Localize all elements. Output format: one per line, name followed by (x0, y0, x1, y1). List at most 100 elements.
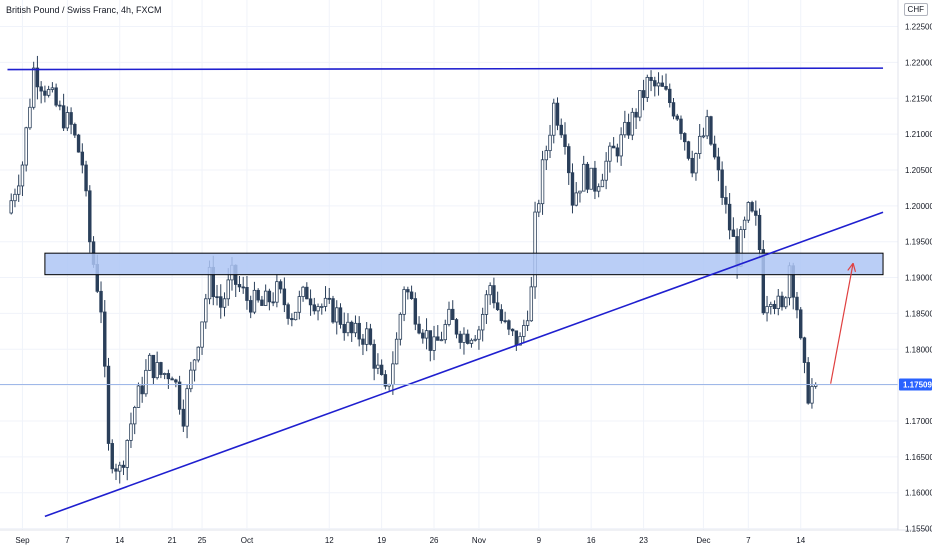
candle-body (473, 338, 477, 341)
candle-body (189, 369, 193, 390)
candle-body (421, 332, 425, 339)
candle-body (391, 363, 395, 385)
price-tick-label: 1.20500 (905, 166, 932, 175)
candle-body (522, 325, 526, 337)
candle-body (88, 190, 92, 243)
annotations (0, 67, 898, 518)
arrow-head-icon (847, 262, 854, 271)
candle-body (417, 323, 421, 334)
candle-body (784, 297, 788, 308)
candle-body (525, 320, 530, 326)
candle-body (241, 286, 245, 289)
candle-body (656, 82, 661, 87)
candle-body (529, 286, 534, 322)
candle-body (200, 321, 204, 348)
candle-body (608, 145, 612, 162)
candle-body (372, 343, 376, 369)
time-tick-label: 16 (587, 536, 596, 545)
candle-body (563, 134, 567, 147)
candle-body (192, 359, 197, 371)
currency-unit-label: CHF (907, 5, 924, 14)
candle-body (540, 159, 545, 205)
candle-body (323, 297, 328, 307)
candle-body (327, 297, 331, 300)
candle-body (215, 296, 219, 299)
time-tick-label: Dec (696, 536, 710, 545)
time-axis[interactable]: Sep 7 14 21 25 Oct 12 19 26 Nov 9 16 23 Dec 7 14 (15, 536, 805, 545)
candle-body (335, 307, 339, 323)
candle-body (368, 328, 373, 345)
candle-body (185, 388, 189, 427)
price-tick-label: 1.17000 (905, 417, 932, 426)
candle-body (645, 76, 650, 98)
candle-body (406, 289, 410, 293)
candle-body (567, 146, 571, 174)
candle-body (439, 339, 444, 342)
candle-body (129, 423, 133, 441)
time-tick-label: 26 (430, 536, 439, 545)
candle-body (548, 134, 552, 152)
candle-body (480, 314, 485, 331)
candle-body (290, 318, 294, 321)
candle-body (484, 294, 489, 315)
price-axis[interactable]: 1.22500 1.22000 1.21500 1.21000 1.20500 1.200… (899, 23, 932, 534)
candle-body (742, 219, 747, 230)
time-tick-label: 7 (746, 536, 751, 545)
candle-body (46, 89, 51, 96)
candle-body (61, 105, 66, 129)
candle-body (181, 408, 186, 427)
candle-body (641, 90, 646, 98)
candle-body (118, 464, 122, 472)
candle-body (31, 67, 36, 108)
candle-body (518, 336, 522, 346)
arrow-up-icon (830, 263, 854, 384)
candle-body (514, 330, 519, 346)
time-tick-label: 14 (796, 536, 805, 545)
candle-body (765, 306, 769, 314)
candle-body (364, 328, 369, 345)
time-tick-label: 25 (198, 536, 207, 545)
candle-body (559, 124, 563, 136)
candle-body (492, 285, 496, 304)
candle-body (462, 333, 466, 343)
candle-body (271, 301, 275, 304)
candle-body (443, 324, 447, 341)
candle-body (293, 311, 298, 321)
candle-body (256, 289, 260, 301)
time-tick-label: 14 (115, 536, 124, 545)
ascending-trendline (44, 211, 884, 518)
candle-body (43, 90, 47, 96)
candle-body (136, 385, 141, 408)
candle-body (810, 386, 814, 404)
candle-body (346, 321, 350, 334)
candle-body (761, 249, 766, 314)
candle-body (99, 290, 103, 313)
candle-body (780, 295, 784, 308)
candle-body (267, 290, 272, 303)
candle-body (544, 150, 548, 161)
candle-body (503, 320, 507, 323)
chart-title: British Pound / Swiss Franc, 4h, FXCM (6, 5, 162, 15)
currency-unit-button[interactable]: CHF (903, 3, 928, 16)
price-tick-label: 1.15500 (905, 525, 932, 534)
candle-body (402, 289, 406, 315)
candle-body (114, 468, 118, 472)
candle-body (65, 112, 70, 129)
candle-body (776, 295, 780, 310)
candle-body (795, 296, 799, 311)
candle-body (76, 134, 81, 153)
candle-body (260, 299, 264, 306)
candle-body (772, 303, 777, 310)
candle-body (593, 167, 597, 192)
candle-body (245, 286, 249, 301)
candle-body (312, 304, 317, 312)
price-tick-label: 1.19500 (905, 238, 932, 247)
candle-body (533, 211, 537, 288)
candle-body (409, 291, 414, 300)
candle-body (578, 190, 582, 194)
candle-body (121, 464, 126, 468)
candle-body (13, 193, 17, 202)
time-tick-label: 9 (537, 536, 542, 545)
candle-body (305, 286, 309, 300)
